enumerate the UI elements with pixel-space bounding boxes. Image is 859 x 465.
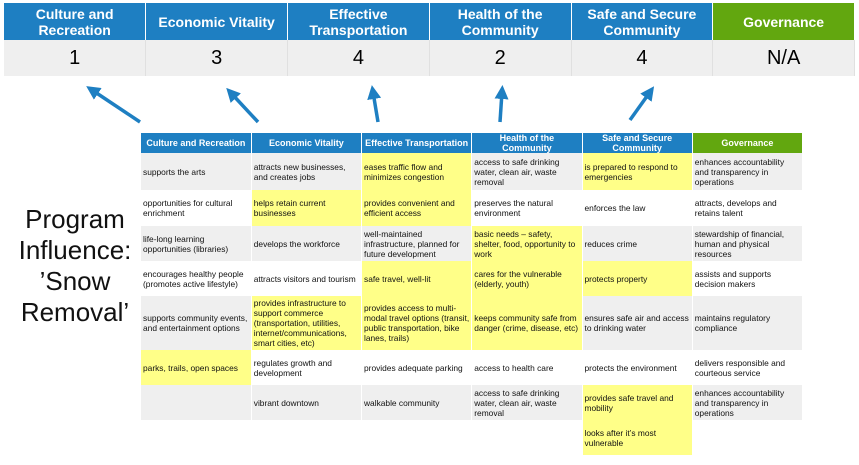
table-row: encourages healthy people (promotes acti… bbox=[141, 261, 804, 296]
category-header: Safe and Secure Community bbox=[571, 3, 714, 40]
table-cell: provides safe travel and mobility bbox=[582, 385, 693, 420]
table-cell: supports the arts bbox=[141, 153, 252, 190]
table-cell: access to safe drinking water, clean air… bbox=[471, 153, 583, 190]
table-row: vibrant downtown walkable community access… bbox=[141, 385, 804, 420]
table-cell: attracts, develops and retains talent bbox=[692, 190, 804, 226]
arrow-icon bbox=[367, 85, 382, 123]
table-cell: enforces the law bbox=[582, 190, 693, 226]
table-cell: enhances accountability and transparency… bbox=[692, 385, 804, 420]
table-cell: safe travel, well-lit bbox=[361, 261, 473, 296]
table-cell: provides convenient and efficient access bbox=[361, 190, 473, 226]
column-header: Culture and Recreation bbox=[141, 133, 252, 153]
column-header: Governance bbox=[692, 133, 804, 153]
column-header: Effective Transportation bbox=[361, 133, 473, 153]
table-row: supports the arts attracts new businesses… bbox=[141, 153, 804, 190]
table-cell: parks, trails, open spaces bbox=[141, 350, 252, 385]
arrow-icon bbox=[226, 87, 260, 124]
category-header: Culture and Recreation bbox=[4, 3, 147, 40]
table-cell: provides infrastructure to support comme… bbox=[251, 296, 363, 350]
table-cell: ensures safe air and access to drinking … bbox=[582, 296, 693, 350]
table-cell: regulates growth and development bbox=[251, 350, 363, 385]
table-row: opportunities for cultural enrichment hel… bbox=[141, 190, 804, 226]
table-cell: cares for the vulnerable (elderly, youth… bbox=[471, 261, 583, 296]
arrows bbox=[86, 85, 655, 124]
table-cell: opportunities for cultural enrichment bbox=[141, 190, 252, 226]
table-cell: attracts new businesses, and creates job… bbox=[251, 153, 363, 190]
table-cell: provides adequate parking bbox=[361, 350, 473, 385]
table-cell bbox=[692, 420, 804, 455]
table-cell: life-long learning opportunities (librar… bbox=[141, 226, 252, 261]
program-influence-label: Program Influence: ’Snow Removal’ bbox=[18, 204, 132, 327]
category-score: 3 bbox=[145, 40, 288, 76]
column-header: Safe and Secure Community bbox=[582, 133, 693, 153]
criteria-table: Culture and Recreation Economic Vitality E… bbox=[141, 133, 804, 455]
table-cell: looks after it’s most vulnerable bbox=[582, 420, 693, 455]
table-cell: vibrant downtown bbox=[251, 385, 363, 420]
table-cell bbox=[361, 420, 473, 455]
category-header: Health of the Community bbox=[429, 3, 572, 40]
table-cell bbox=[141, 385, 252, 420]
table-cell: supports community events, and entertain… bbox=[141, 296, 252, 350]
table-cell: keeps community safe from danger (crime,… bbox=[471, 296, 583, 350]
table-cell: maintains regulatory compliance bbox=[692, 296, 804, 350]
category-score: 4 bbox=[287, 40, 430, 76]
table-row: supports community events, and entertain… bbox=[141, 296, 804, 350]
table-cell: basic needs – safety, shelter, food, opp… bbox=[471, 226, 583, 261]
table-cell: eases traffic flow and minimizes congest… bbox=[361, 153, 473, 190]
category-header: Governance bbox=[712, 3, 855, 40]
score-summary-table: Culture and Recreation Economic Vitality E… bbox=[4, 3, 855, 76]
column-header: Health of the Community bbox=[471, 133, 583, 153]
table-cell: protects the environment bbox=[582, 350, 693, 385]
table-cell: assists and supports decision makers bbox=[692, 261, 804, 296]
arrow-icon bbox=[494, 85, 509, 123]
table-cell: preserves the natural environment bbox=[471, 190, 583, 226]
table-row: parks, trails, open spaces regulates grow… bbox=[141, 350, 804, 385]
category-score: 1 bbox=[4, 40, 147, 76]
category-header: Effective Transportation bbox=[287, 3, 430, 40]
table-cell bbox=[141, 420, 252, 455]
table-cell: enhances accountability and transparency… bbox=[692, 153, 804, 190]
table-row: looks after it’s most vulnerable bbox=[141, 420, 804, 455]
table-cell: helps retain current businesses bbox=[251, 190, 363, 226]
table-cell: access to health care bbox=[471, 350, 583, 385]
arrow-icon bbox=[628, 86, 655, 122]
table-cell: protects property bbox=[582, 261, 693, 296]
table-cell: access to safe drinking water, clean air… bbox=[471, 385, 583, 420]
table-cell: is prepared to respond to emergencies bbox=[582, 153, 693, 190]
table-cell: reduces crime bbox=[582, 226, 693, 261]
table-row: life-long learning opportunities (librar… bbox=[141, 226, 804, 261]
table-cell: stewardship of financial, human and phys… bbox=[692, 226, 804, 261]
table-cell: delivers responsible and courteous servi… bbox=[692, 350, 804, 385]
table-cell bbox=[251, 420, 363, 455]
table-cell: provides access to multi-modal travel op… bbox=[361, 296, 473, 350]
table-cell: encourages healthy people (promotes acti… bbox=[141, 261, 252, 296]
table-cell: walkable community bbox=[361, 385, 473, 420]
category-header: Economic Vitality bbox=[145, 3, 288, 40]
category-score: N/A bbox=[712, 40, 855, 76]
table-cell: well-maintained infrastructure, planned … bbox=[361, 226, 473, 261]
category-score: 2 bbox=[429, 40, 572, 76]
column-header: Economic Vitality bbox=[251, 133, 363, 153]
table-cell: develops the workforce bbox=[251, 226, 363, 261]
arrow-icon bbox=[86, 86, 141, 124]
table-cell bbox=[471, 420, 583, 455]
table-cell: attracts visitors and tourism bbox=[251, 261, 363, 296]
category-score: 4 bbox=[571, 40, 714, 76]
